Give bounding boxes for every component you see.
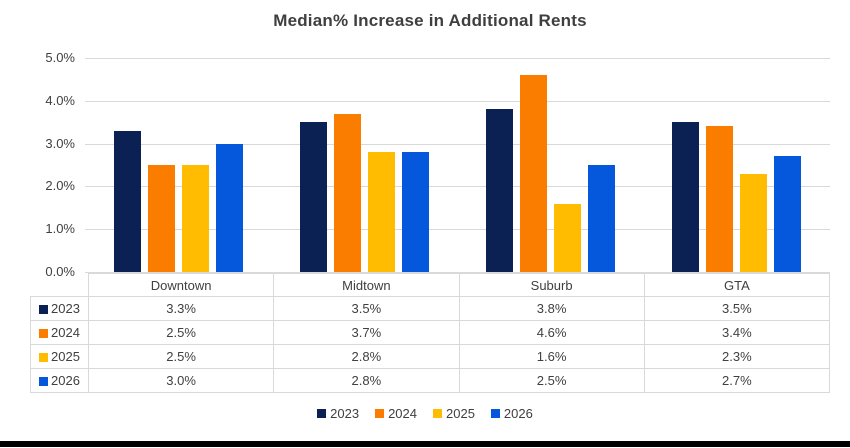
gridline — [85, 100, 830, 102]
legend-item-2024: 2024 — [375, 406, 417, 421]
bar-2026-midtown — [401, 152, 429, 272]
legend-label: 2024 — [388, 406, 417, 421]
bar-cluster-suburb — [458, 58, 644, 272]
table-row-label-2026: 2026 — [30, 368, 89, 393]
table-cell-2025-gta: 2.3% — [643, 344, 831, 369]
plot-area — [85, 58, 830, 273]
bottom-divider-rule — [0, 441, 850, 447]
table-row-label-2024: 2024 — [30, 320, 89, 345]
bar-2024-midtown — [333, 113, 361, 272]
table-row-2023: 2023 3.3% 3.5% 3.8% 3.5% — [30, 296, 831, 321]
legend-item-2025: 2025 — [433, 406, 475, 421]
bar-2023-downtown — [113, 130, 141, 272]
y-axis-tick-label: 2.0% — [45, 178, 75, 194]
legend-label: 2025 — [446, 406, 475, 421]
gridline — [85, 58, 830, 59]
bar-2025-gta — [740, 173, 768, 272]
series-swatch-icon — [39, 352, 49, 362]
bar-2024-suburb — [520, 75, 548, 272]
bar-2023-midtown — [299, 122, 327, 272]
legend-item-2023: 2023 — [317, 406, 359, 421]
bar-2025-suburb — [554, 203, 582, 272]
table-cell-2026-gta: 2.7% — [643, 368, 831, 393]
table-cell-2024-downtown: 2.5% — [87, 320, 275, 345]
table-header-downtown: Downtown — [87, 273, 275, 297]
bar-clusters — [85, 58, 830, 272]
table-cell-2023-suburb: 3.8% — [458, 296, 645, 321]
table-row-2024: 2024 2.5% 3.7% 4.6% 3.4% — [30, 320, 831, 345]
bar-2026-suburb — [588, 165, 616, 272]
bar-cluster-downtown — [85, 58, 271, 272]
table-row-label-2025: 2025 — [30, 344, 89, 369]
legend-swatch-icon — [317, 409, 327, 418]
y-axis-tick-label: 5.0% — [45, 50, 75, 65]
table-cell-2024-suburb: 4.6% — [458, 320, 645, 345]
y-axis-tick-label: 3.0% — [45, 135, 75, 151]
table-cell-2026-midtown: 2.8% — [273, 368, 460, 393]
table-cell-2023-gta: 3.5% — [643, 296, 831, 321]
gridline — [85, 229, 830, 231]
table-cell-2023-midtown: 3.5% — [273, 296, 460, 321]
series-swatch-icon — [39, 376, 49, 386]
table-header-row: Downtown Midtown Suburb GTA — [30, 273, 831, 297]
bar-2025-downtown — [181, 165, 209, 272]
table-cell-2023-downtown: 3.3% — [87, 296, 275, 321]
y-axis-tick-label: 1.0% — [45, 221, 75, 237]
table-cell-2026-downtown: 3.0% — [87, 368, 275, 393]
bar-2026-gta — [774, 156, 802, 272]
chart-legend: 2023 2024 2025 2026 — [0, 406, 850, 421]
table-cell-2025-suburb: 1.6% — [458, 344, 645, 369]
bar-cluster-gta — [644, 58, 830, 272]
series-swatch-icon — [39, 328, 49, 338]
legend-swatch-icon — [375, 409, 385, 418]
chart-title: Median% Increase in Additional Rents — [273, 11, 587, 30]
legend-label: 2026 — [503, 406, 533, 421]
gridline — [85, 143, 830, 145]
gridline — [85, 272, 830, 273]
table-cell-2025-downtown: 2.5% — [87, 344, 275, 369]
table-row-2025: 2025 2.5% 2.8% 1.6% 2.3% — [30, 344, 831, 369]
table-row-label-2023: 2023 — [30, 296, 89, 321]
table-header-gta: GTA — [643, 273, 831, 297]
legend-item-2026: 2026 — [490, 406, 533, 421]
table-row-2026: 2026 3.0% 2.8% 2.5% 2.7% — [30, 368, 831, 393]
legend-label: 2023 — [330, 406, 360, 421]
series-swatch-icon — [39, 304, 49, 314]
y-axis-tick-label: 4.0% — [45, 92, 75, 108]
table-cell-2025-midtown: 2.8% — [273, 344, 460, 369]
table-cell-2024-midtown: 3.7% — [273, 320, 460, 345]
table-header-suburb: Suburb — [458, 273, 645, 297]
bar-2023-suburb — [486, 109, 514, 272]
table-cell-2024-gta: 3.4% — [643, 320, 831, 345]
bar-2023-gta — [672, 122, 700, 272]
gridline — [85, 186, 830, 188]
bar-2024-downtown — [147, 165, 175, 272]
table-corner-cell — [30, 273, 89, 297]
legend-swatch-icon — [490, 409, 500, 418]
bar-cluster-midtown — [271, 58, 457, 272]
bar-2024-gta — [706, 126, 734, 272]
bar-2026-downtown — [215, 143, 243, 272]
legend-swatch-icon — [433, 409, 442, 418]
bar-2025-midtown — [367, 152, 395, 272]
table-header-midtown: Midtown — [273, 273, 460, 297]
table-cell-2026-suburb: 2.5% — [458, 368, 645, 393]
chart-data-table: Downtown Midtown Suburb GTA 2023 3.3% 3.5% 3.8%… — [30, 273, 831, 393]
